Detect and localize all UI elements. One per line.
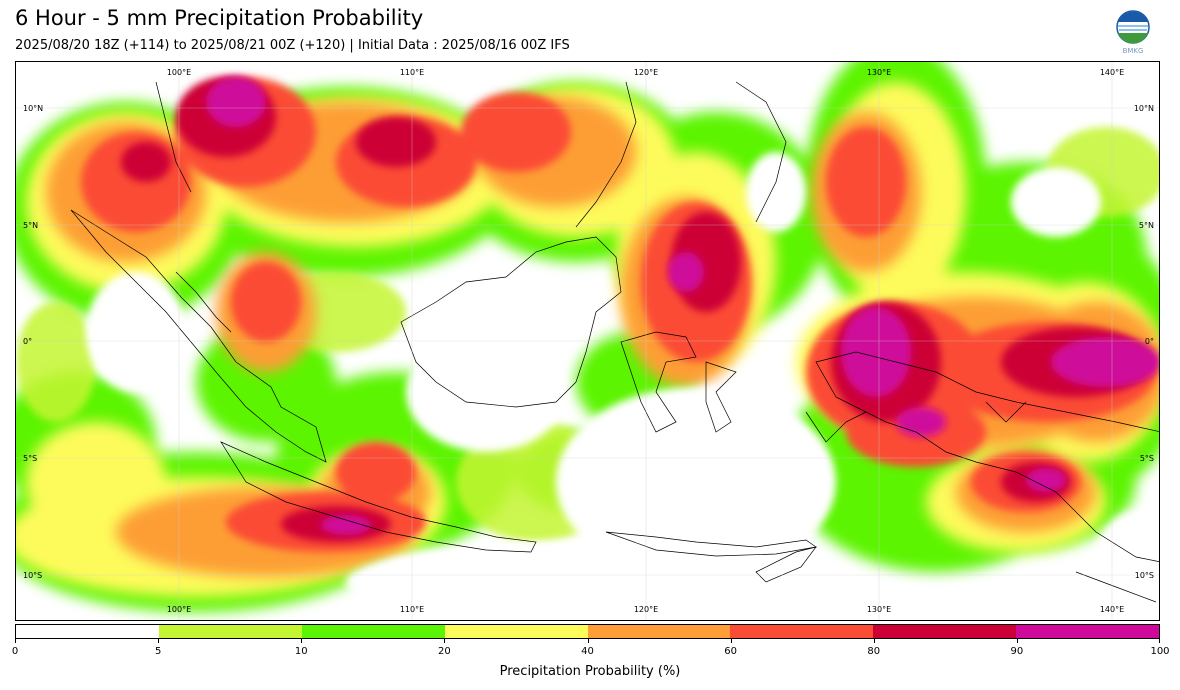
lon-label-bottom: 130°E	[867, 605, 891, 614]
colorbar-ticks: 0 5 10 20 40 60 80 90 100	[11, 639, 1170, 659]
colorbar-tick	[444, 639, 446, 643]
colorbar-segment	[587, 625, 731, 638]
colorbar-tick	[301, 639, 303, 643]
lon-label-bottom: 140°E	[1100, 605, 1124, 614]
lon-label-top: 100°E	[167, 68, 191, 77]
page-title: 6 Hour - 5 mm Precipitation Probability	[15, 6, 424, 30]
colorbar-segment	[1016, 625, 1159, 638]
lat-label-right: 10°S	[1135, 571, 1154, 580]
colorbar-tick-label: 40	[581, 646, 594, 657]
lon-label-top: 120°E	[634, 68, 658, 77]
colorbar-segment	[873, 625, 1017, 638]
lat-label-right: 0°	[1145, 337, 1154, 346]
colorbar-tick	[873, 639, 875, 643]
coastlines	[70, 81, 1159, 603]
lon-label-bottom: 120°E	[634, 605, 658, 614]
colorbar-tick-label: 0	[11, 646, 19, 657]
colorbar-tick-label: 80	[867, 646, 881, 657]
colorbar-tick-label: 100	[1150, 646, 1170, 657]
colorbar-tick-label: 5	[154, 646, 162, 657]
lat-label-left: 10°S	[23, 571, 42, 580]
page-subtitle: 2025/08/20 18Z (+114) to 2025/08/21 00Z …	[15, 38, 570, 53]
colorbar	[15, 624, 1160, 639]
field-dry	[86, 152, 1159, 620]
field-magenta	[206, 77, 1159, 535]
colorbar-segment	[301, 625, 445, 638]
colorbar-tick-label: 60	[724, 646, 737, 657]
colorbar-segment	[158, 625, 302, 638]
lat-label-left: 5°S	[23, 454, 37, 463]
colorbar-tick-label: 20	[438, 646, 451, 657]
lat-label-right: 5°S	[1140, 454, 1154, 463]
colorbar-tick	[15, 639, 16, 643]
colorbar-tick-label: 90	[1010, 646, 1024, 657]
colorbar-segment	[730, 625, 874, 638]
colorbar-tick-label: 10	[294, 646, 308, 657]
lat-label-left: 0°	[23, 337, 32, 346]
bmkg-logo: BMKG	[1113, 10, 1153, 56]
lon-label-bottom: 110°E	[400, 605, 424, 614]
lat-label-left: 5°N	[23, 221, 38, 230]
lat-label-right: 10°N	[1134, 104, 1154, 113]
colorbar-tick	[1159, 639, 1160, 643]
colorbar-label: Precipitation Probability (%)	[499, 664, 681, 679]
colorbar-segment	[16, 625, 159, 638]
colorbar-tick	[587, 639, 589, 643]
precipitation-map: 100°E 110°E 120°E 130°E 140°E 100°E 110°…	[15, 61, 1160, 621]
graticule	[16, 62, 1159, 620]
colorbar-tick	[158, 639, 160, 643]
colorbar-segment	[444, 625, 588, 638]
lon-label-top: 140°E	[1100, 68, 1124, 77]
colorbar-tick	[730, 639, 732, 643]
lat-label-left: 10°N	[23, 104, 43, 113]
colorbar-tick	[1016, 639, 1018, 643]
logo-text: BMKG	[1123, 47, 1144, 55]
lon-label-bottom: 100°E	[167, 605, 191, 614]
lat-label-right: 5°N	[1139, 221, 1154, 230]
lon-label-top: 130°E	[867, 68, 891, 77]
lon-label-top: 110°E	[400, 68, 424, 77]
map-svg: 100°E 110°E 120°E 130°E 140°E 100°E 110°…	[16, 62, 1159, 620]
